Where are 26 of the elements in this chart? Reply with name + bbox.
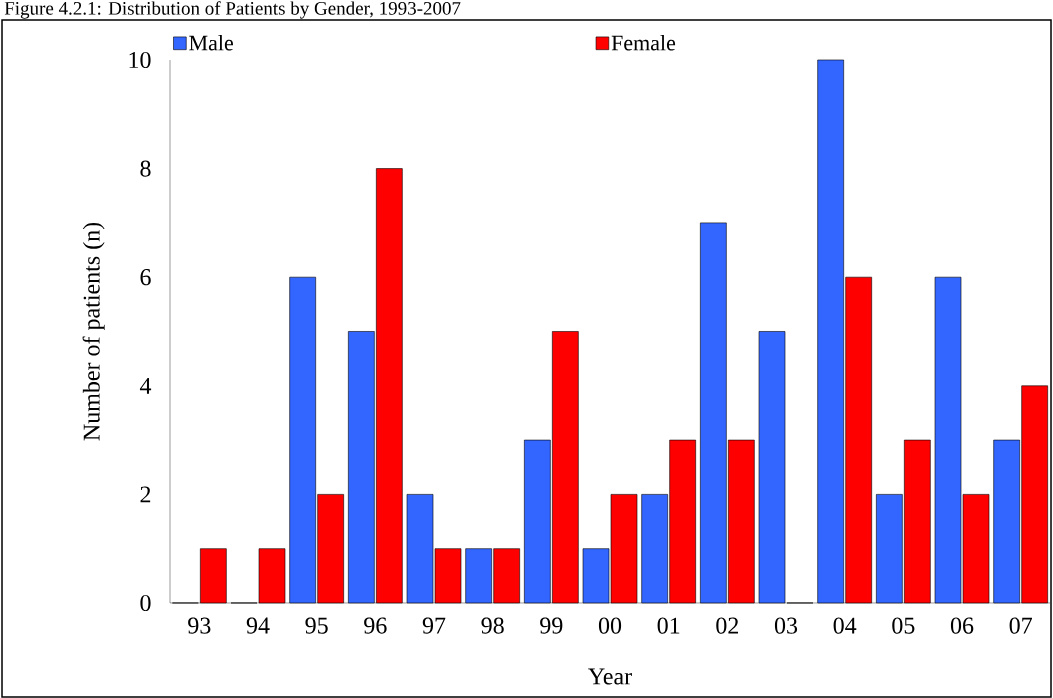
- x-tick-label: 98: [481, 617, 504, 634]
- y-tick-label: 4: [139, 377, 152, 394]
- legend-label: Male: [189, 34, 233, 51]
- x-tick-label: 07: [1009, 617, 1032, 634]
- y-axis-title: Number of patients (n): [82, 222, 105, 441]
- x-axis-title: Year: [588, 668, 632, 685]
- x-tick-label: 94: [246, 617, 270, 634]
- y-tick-label: 8: [140, 160, 151, 177]
- chart-title: Figure 4.2.1: Distribution of Patients by Gender, 1993-2007: [4, 1, 461, 19]
- x-tick-label: 03: [774, 617, 798, 634]
- y-tick-label: 0: [140, 594, 151, 612]
- x-tick-label: 97: [422, 617, 446, 634]
- x-tick-label: 04: [833, 617, 857, 634]
- x-tick-label: 05: [892, 617, 915, 634]
- x-tick-label: 01: [657, 617, 680, 634]
- x-tick-label: 00: [598, 617, 622, 634]
- y-tick-label: 6: [140, 269, 151, 286]
- x-tick-label: 96: [364, 617, 387, 634]
- x-tick-label: 02: [716, 617, 739, 634]
- y-tick-label: 2: [140, 486, 151, 503]
- y-tick-label: 10: [129, 51, 151, 69]
- x-tick-label: 93: [188, 617, 211, 634]
- x-tick-label: 95: [305, 617, 328, 634]
- x-tick-label: 06: [950, 617, 974, 634]
- x-tick-label: 99: [540, 617, 563, 634]
- legend-label: Female: [611, 34, 676, 51]
